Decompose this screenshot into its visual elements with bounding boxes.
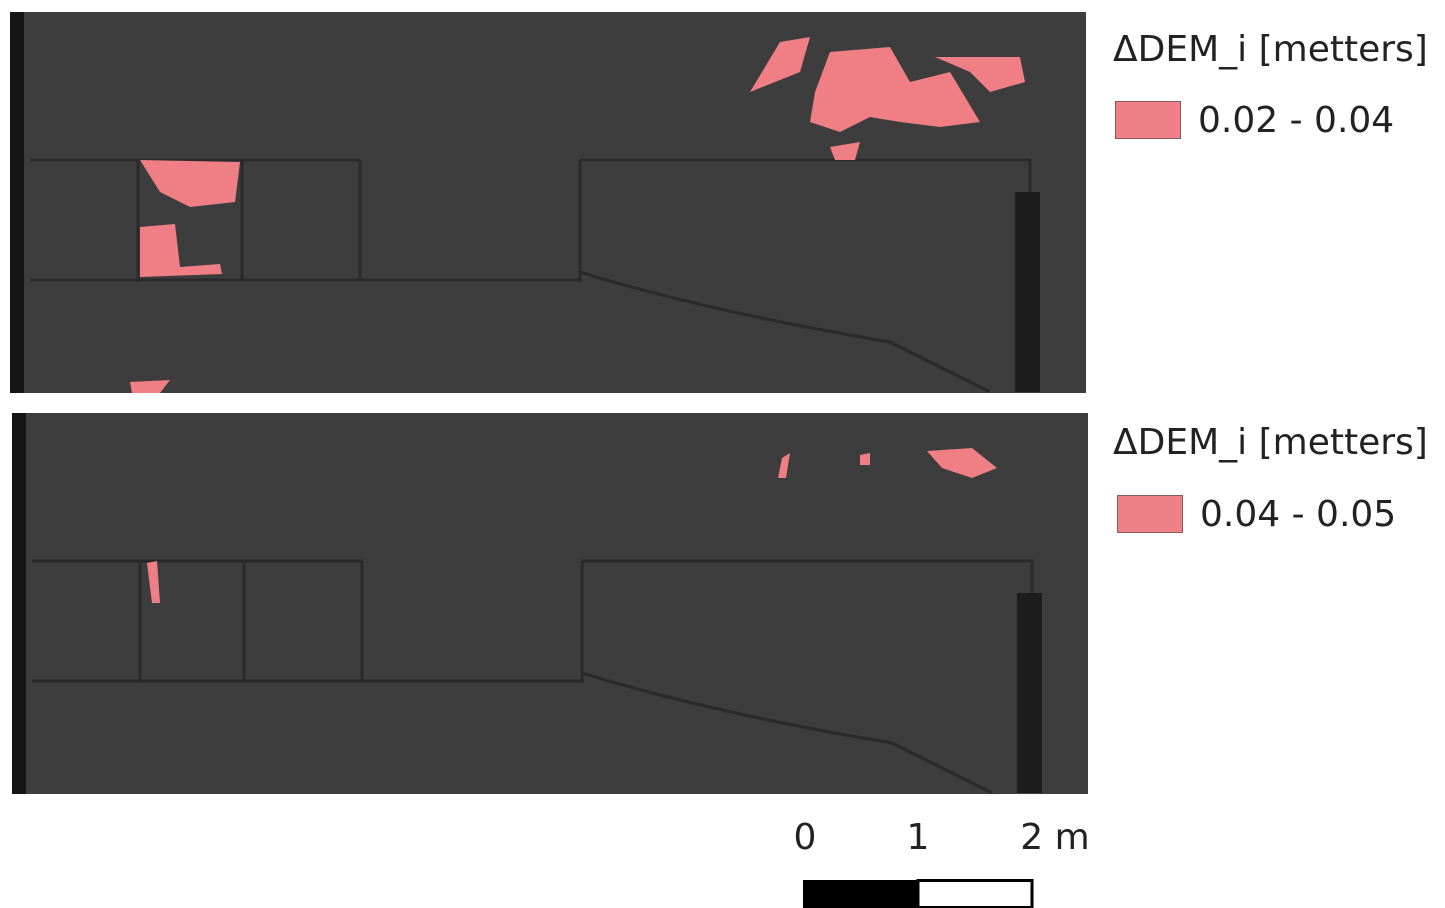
shadow (10, 12, 24, 393)
block-edges (30, 158, 1032, 393)
shadow (1015, 192, 1040, 392)
change-patches (130, 37, 1025, 393)
scale-segment (803, 880, 918, 908)
legend-label: 0.04 - 0.05 (1200, 494, 1397, 535)
legend-label: 0.02 - 0.04 (1198, 100, 1395, 141)
hillshade (12, 413, 1088, 794)
change-patches (147, 448, 997, 603)
scale-label: 1 (906, 817, 930, 858)
shadow (1017, 593, 1042, 793)
map-panel (12, 413, 1088, 794)
scale-label: 2 m (1020, 817, 1090, 858)
hillshade (10, 12, 1086, 393)
legend-swatch (1117, 495, 1183, 533)
scale-label: 0 (793, 817, 817, 858)
scale-segment (916, 879, 1034, 908)
map-panel (10, 12, 1086, 393)
legend-title: ΔDEM_i [metters] (1113, 422, 1428, 463)
legend-title: ΔDEM_i [metters] (1113, 29, 1428, 70)
scale-bar (803, 879, 1034, 908)
block-edges (32, 559, 1034, 794)
legend-swatch (1115, 101, 1181, 139)
shadow (12, 413, 26, 794)
